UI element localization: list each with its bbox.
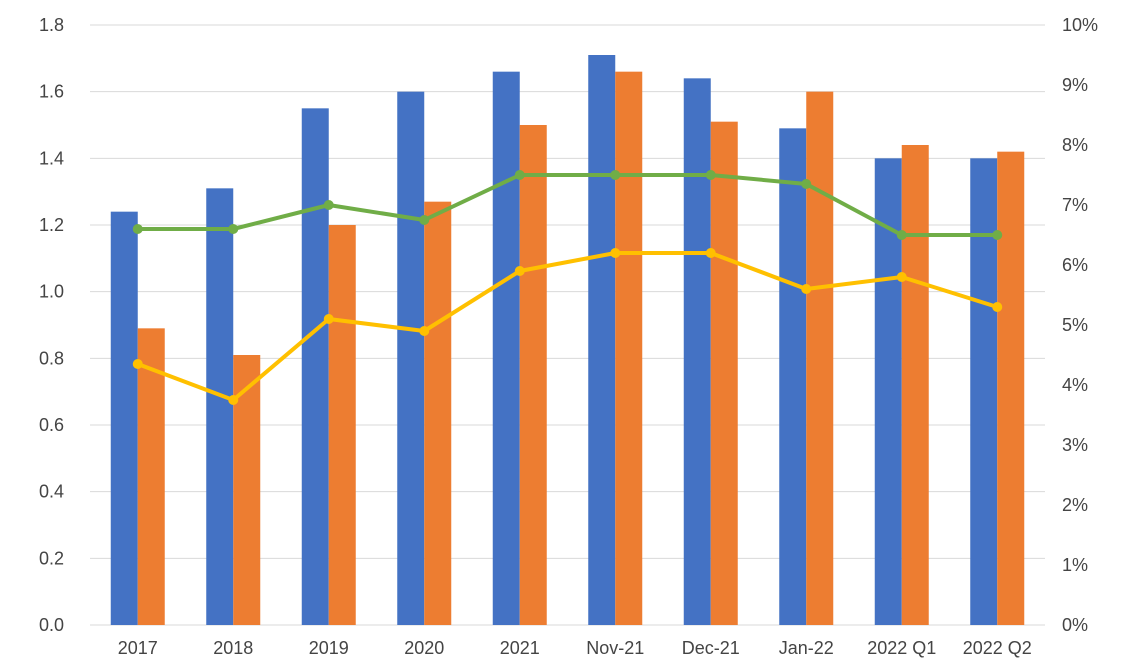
line-point bbox=[514, 266, 525, 276]
x-tick-label: 2017 bbox=[118, 638, 158, 658]
bar bbox=[492, 71, 520, 625]
bar bbox=[110, 211, 138, 625]
bar bbox=[970, 158, 998, 626]
bar bbox=[206, 188, 234, 626]
line-point bbox=[132, 224, 143, 234]
right-tick-label: 10% bbox=[1062, 15, 1098, 35]
bar bbox=[519, 125, 547, 625]
x-tick-label: 2019 bbox=[309, 638, 349, 658]
left-tick-label: 1.4 bbox=[39, 148, 64, 168]
right-tick-label: 6% bbox=[1062, 255, 1088, 275]
left-tick-label: 0.0 bbox=[39, 615, 64, 635]
bar bbox=[615, 71, 643, 625]
right-tick-label: 4% bbox=[1062, 375, 1088, 395]
left-tick-label: 1.0 bbox=[39, 282, 64, 302]
x-axis-ticks: 2017 2018 2019 2020 2021 Nov-21 Dec-21 Jan-22 20… bbox=[118, 638, 1032, 658]
bar bbox=[806, 91, 834, 625]
line-point bbox=[801, 284, 812, 294]
right-tick-label: 8% bbox=[1062, 135, 1088, 155]
bar bbox=[710, 121, 738, 626]
right-tick-label: 0% bbox=[1062, 615, 1088, 635]
right-tick-label: 9% bbox=[1062, 75, 1088, 95]
right-tick-label: 7% bbox=[1062, 195, 1088, 215]
right-tick-label: 2% bbox=[1062, 495, 1088, 515]
line-point bbox=[896, 230, 907, 240]
line-point bbox=[419, 215, 430, 225]
line-point bbox=[323, 200, 334, 210]
bar bbox=[779, 128, 807, 626]
left-axis-ticks: 0.0 0.2 0.4 0.6 0.8 1.0 1.2 1.4 1.6 1.8 bbox=[39, 15, 64, 635]
bar bbox=[683, 78, 711, 626]
line-point bbox=[514, 170, 525, 180]
bar bbox=[588, 55, 616, 625]
line-point bbox=[228, 224, 239, 234]
left-tick-label: 0.4 bbox=[39, 482, 64, 502]
x-tick-label: Dec-21 bbox=[682, 638, 740, 658]
left-tick-label: 1.8 bbox=[39, 15, 64, 35]
right-tick-label: 1% bbox=[1062, 555, 1088, 575]
line-point bbox=[228, 395, 239, 405]
bar bbox=[997, 151, 1025, 625]
x-tick-label: 2020 bbox=[404, 638, 444, 658]
line-point bbox=[610, 170, 621, 180]
bar bbox=[137, 328, 165, 625]
bars bbox=[110, 55, 1025, 626]
series-line bbox=[137, 251, 998, 402]
x-tick-label: 2022 Q1 bbox=[867, 638, 936, 658]
line-point bbox=[896, 272, 907, 282]
left-tick-label: 0.8 bbox=[39, 348, 64, 368]
x-tick-label: 2021 bbox=[500, 638, 540, 658]
line-point bbox=[705, 170, 716, 180]
bar bbox=[397, 91, 425, 625]
line-point bbox=[419, 326, 430, 336]
line-point bbox=[132, 359, 143, 369]
line-point bbox=[801, 179, 812, 189]
line-point bbox=[610, 248, 621, 258]
line-point bbox=[323, 314, 334, 324]
left-tick-label: 1.6 bbox=[39, 82, 64, 102]
left-tick-label: 0.2 bbox=[39, 548, 64, 568]
x-tick-label: 2022 Q2 bbox=[963, 638, 1032, 658]
x-tick-label: Jan-22 bbox=[779, 638, 834, 658]
right-tick-label: 3% bbox=[1062, 435, 1088, 455]
line-point bbox=[992, 230, 1003, 240]
right-axis-ticks: 0% 1% 2% 3% 4% 5% 6% 7% 8% 9% 10% bbox=[1062, 15, 1098, 635]
bar bbox=[901, 145, 929, 625]
bar bbox=[301, 108, 329, 626]
line-point bbox=[705, 248, 716, 258]
line-point bbox=[992, 302, 1003, 312]
bar bbox=[328, 225, 356, 625]
lines bbox=[132, 170, 1003, 405]
x-tick-label: Nov-21 bbox=[586, 638, 644, 658]
bar bbox=[424, 201, 452, 625]
x-tick-label: 2018 bbox=[213, 638, 253, 658]
series-line bbox=[137, 173, 998, 237]
left-tick-label: 0.6 bbox=[39, 415, 64, 435]
left-tick-label: 1.2 bbox=[39, 215, 64, 235]
right-tick-label: 5% bbox=[1062, 315, 1088, 335]
